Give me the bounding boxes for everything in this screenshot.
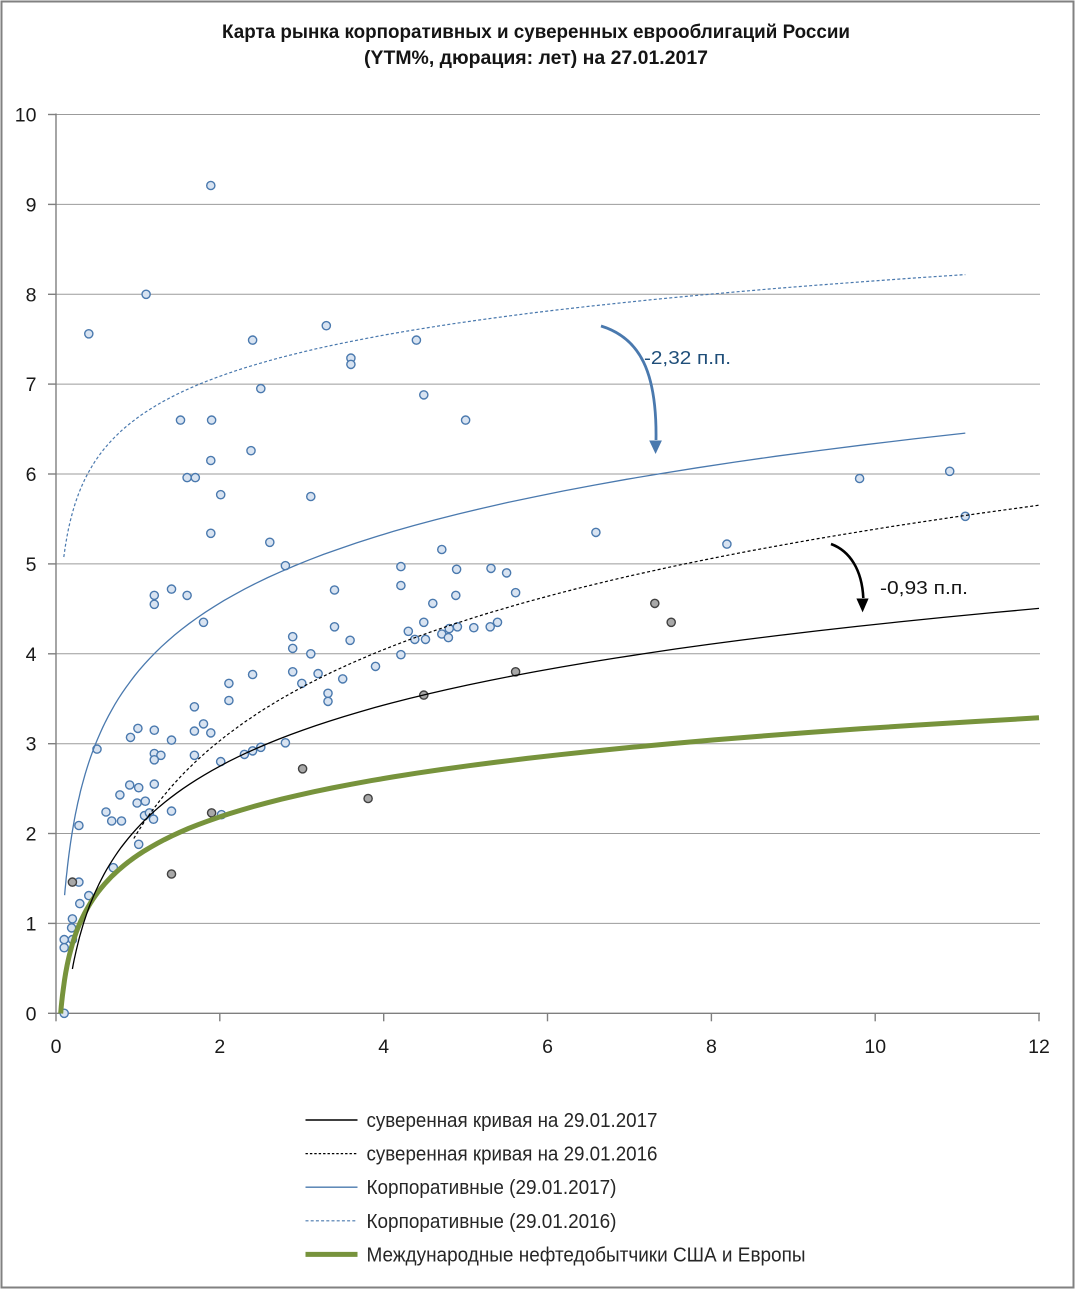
svg-text:0: 0 — [51, 1036, 62, 1058]
svg-text:0: 0 — [26, 1003, 37, 1025]
svg-text:6: 6 — [542, 1036, 553, 1058]
svg-text:1: 1 — [26, 913, 37, 935]
svg-text:4: 4 — [378, 1036, 389, 1058]
svg-text:Корпоративные (29.01.2016): Корпоративные (29.01.2016) — [367, 1211, 617, 1233]
svg-text:3: 3 — [26, 734, 37, 756]
svg-text:суверенная кривая на 29.01.201: суверенная кривая на 29.01.2016 — [367, 1144, 658, 1166]
svg-text:9: 9 — [26, 194, 37, 216]
svg-text:(YTM%, дюрация: лет) на 27.01.: (YTM%, дюрация: лет) на 27.01.2017 — [364, 48, 708, 69]
svg-text:5: 5 — [26, 554, 37, 576]
svg-text:Корпоративные (29.01.2017): Корпоративные (29.01.2017) — [367, 1177, 617, 1199]
svg-text:8: 8 — [706, 1036, 717, 1058]
svg-text:7: 7 — [26, 374, 37, 396]
svg-text:8: 8 — [26, 284, 37, 306]
svg-text:суверенная кривая на 29.01.201: суверенная кривая на 29.01.2017 — [367, 1110, 658, 1132]
svg-text:Международные нефтедобытчики С: Международные нефтедобытчики США и Европ… — [367, 1244, 806, 1266]
svg-text:2: 2 — [214, 1036, 225, 1058]
svg-text:4: 4 — [26, 644, 37, 666]
svg-text:6: 6 — [26, 464, 37, 486]
svg-text:Карта рынка корпоративных и су: Карта рынка корпоративных и суверенных е… — [222, 22, 850, 43]
svg-text:-2,32 п.п.: -2,32 п.п. — [644, 347, 731, 368]
svg-text:-0,93 п.п.: -0,93 п.п. — [880, 577, 968, 598]
svg-text:10: 10 — [864, 1036, 886, 1058]
svg-text:2: 2 — [26, 824, 37, 846]
svg-text:10: 10 — [15, 105, 37, 127]
svg-text:12: 12 — [1028, 1036, 1050, 1058]
